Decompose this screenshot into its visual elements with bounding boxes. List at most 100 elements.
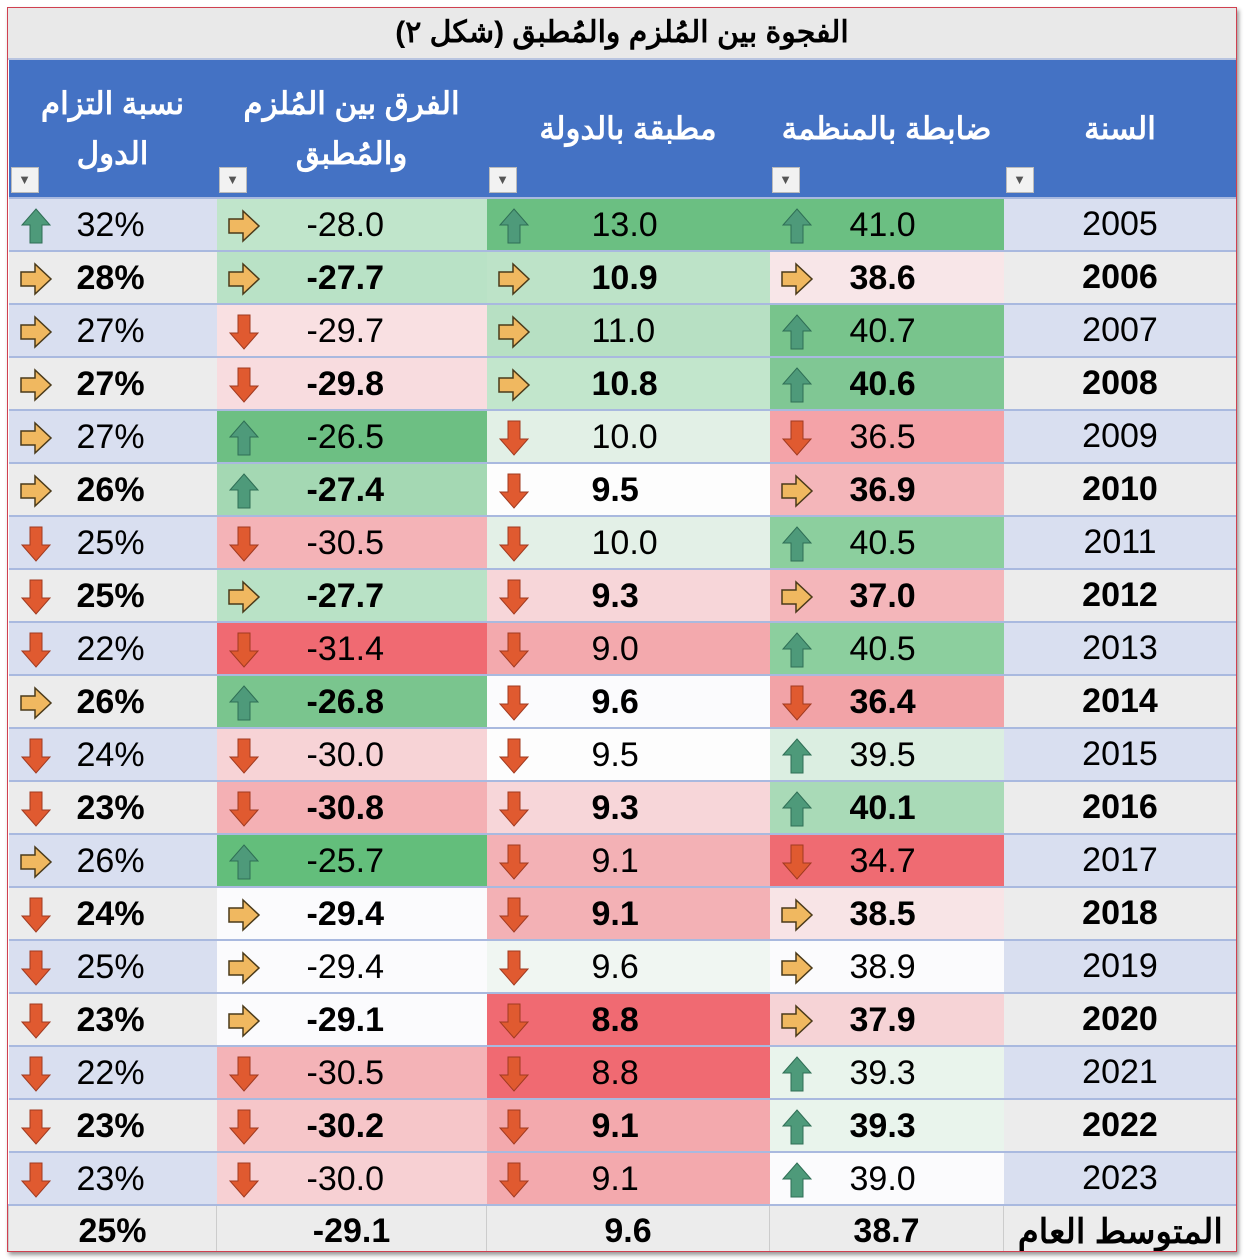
pct-value: 23%	[76, 789, 145, 827]
table-row: 25% -29.4 9.6 38.9 2019	[8, 939, 1236, 993]
avg-pct: 25%	[8, 1204, 217, 1251]
arrow-down-icon	[497, 1056, 531, 1092]
diff-value: -26.5	[306, 418, 385, 456]
diff-value: -30.2	[306, 1107, 385, 1145]
org-value: 38.5	[849, 895, 916, 933]
year-cell: 2015	[1003, 727, 1236, 781]
filter-dropdown-icon[interactable]: ▼	[771, 167, 800, 193]
arrow-up-icon	[227, 420, 261, 456]
year-cell: 2008	[1003, 356, 1236, 410]
pct-cell: 23%	[8, 992, 217, 1046]
table-row: 23% -29.1 8.8 37.9 2020	[8, 992, 1236, 1046]
diff-cell: -29.8	[216, 356, 487, 410]
arrow-down-icon	[227, 791, 261, 827]
diff-cell: -25.7	[216, 833, 487, 887]
local-cell: 8.8	[486, 992, 770, 1046]
org-value: 37.0	[849, 577, 916, 615]
local-value: 9.1	[591, 1160, 639, 1198]
arrow-up-icon	[780, 1162, 814, 1198]
arrow-down-icon	[497, 685, 531, 721]
table-row: 32% -28.0 13.0 41.0 2005	[8, 197, 1236, 251]
arrow-right-icon	[19, 367, 53, 403]
pct-value: 26%	[76, 471, 145, 509]
pct-cell: 23%	[8, 1151, 217, 1205]
arrow-down-icon	[227, 314, 261, 350]
local-value: 8.8	[591, 1054, 639, 1092]
arrow-right-icon	[19, 314, 53, 350]
org-value: 38.6	[849, 259, 916, 297]
filter-dropdown-icon[interactable]: ▼	[10, 167, 39, 193]
arrow-right-icon	[497, 367, 531, 403]
year-cell: 2009	[1003, 409, 1236, 463]
diff-cell: -27.7	[216, 250, 487, 304]
org-value: 40.5	[849, 524, 916, 562]
local-value: 9.6	[591, 683, 639, 721]
filter-dropdown-icon[interactable]: ▼	[218, 167, 247, 193]
arrow-down-icon	[497, 1162, 531, 1198]
gap-table-frame: الفجوة بين المُلزم والمُطبق (شكل ٢) نسبة…	[7, 7, 1237, 1252]
table-row: 26% -27.4 9.5 36.9 2010	[8, 462, 1236, 516]
org-cell: 36.5	[769, 409, 1004, 463]
table-row: 25% -30.5 10.0 40.5 2011	[8, 515, 1236, 569]
arrow-right-icon	[497, 261, 531, 297]
arrow-right-icon	[497, 314, 531, 350]
org-cell: 37.0	[769, 568, 1004, 622]
avg-local: 9.6	[486, 1204, 770, 1251]
diff-value: -30.8	[306, 789, 385, 827]
year-cell: 2012	[1003, 568, 1236, 622]
header-year: السنة ▼	[1003, 60, 1236, 198]
diff-value: -27.7	[306, 577, 385, 615]
arrow-up-icon	[227, 685, 261, 721]
org-cell: 36.9	[769, 462, 1004, 516]
arrow-right-icon	[780, 579, 814, 615]
local-cell: 9.6	[486, 939, 770, 993]
header-pct: نسبة التزام الدول ▼	[8, 60, 217, 198]
local-cell: 10.8	[486, 356, 770, 410]
pct-cell: 32%	[8, 197, 217, 251]
table-row: 23% -30.2 9.1 39.3 2022	[8, 1098, 1236, 1152]
arrow-right-icon	[19, 473, 53, 509]
diff-value: -29.7	[306, 312, 385, 350]
arrow-down-icon	[227, 1162, 261, 1198]
arrow-right-icon	[780, 261, 814, 297]
pct-cell: 22%	[8, 621, 217, 675]
table-row: 27% -29.8 10.8 40.6 2008	[8, 356, 1236, 410]
arrow-down-icon	[497, 1109, 531, 1145]
pct-value: 28%	[76, 259, 145, 297]
arrow-down-icon	[19, 1109, 53, 1145]
local-cell: 9.1	[486, 1098, 770, 1152]
year-cell: 2019	[1003, 939, 1236, 993]
filter-dropdown-icon[interactable]: ▼	[1005, 167, 1034, 193]
pct-value: 27%	[76, 418, 145, 456]
arrow-down-icon	[497, 473, 531, 509]
org-cell: 36.4	[769, 674, 1004, 728]
filter-dropdown-icon[interactable]: ▼	[488, 167, 517, 193]
local-cell: 9.1	[486, 886, 770, 940]
pct-cell: 23%	[8, 780, 217, 834]
year-cell: 2023	[1003, 1151, 1236, 1205]
diff-cell: -30.0	[216, 727, 487, 781]
org-cell: 40.7	[769, 303, 1004, 357]
arrow-down-icon	[497, 420, 531, 456]
arrow-down-icon	[19, 526, 53, 562]
local-value: 9.1	[591, 1107, 639, 1145]
table-row: 27% -29.7 11.0 40.7 2007	[8, 303, 1236, 357]
local-cell: 10.0	[486, 515, 770, 569]
pct-value: 32%	[76, 206, 145, 244]
diff-value: -26.8	[306, 683, 385, 721]
local-cell: 10.9	[486, 250, 770, 304]
local-value: 10.9	[591, 259, 658, 297]
arrow-down-icon	[227, 738, 261, 774]
local-cell: 10.0	[486, 409, 770, 463]
gap-table: نسبة التزام الدول ▼ الفرق بين المُلزم وال…	[8, 60, 1236, 1251]
arrow-right-icon	[227, 261, 261, 297]
pct-cell: 27%	[8, 409, 217, 463]
table-row: 22% -31.4 9.0 40.5 2013	[8, 621, 1236, 675]
arrow-down-icon	[19, 579, 53, 615]
diff-value: -30.5	[306, 524, 385, 562]
local-cell: 9.0	[486, 621, 770, 675]
year-cell: 2016	[1003, 780, 1236, 834]
local-value: 9.3	[591, 789, 639, 827]
org-cell: 38.9	[769, 939, 1004, 993]
diff-value: -25.7	[306, 842, 385, 880]
